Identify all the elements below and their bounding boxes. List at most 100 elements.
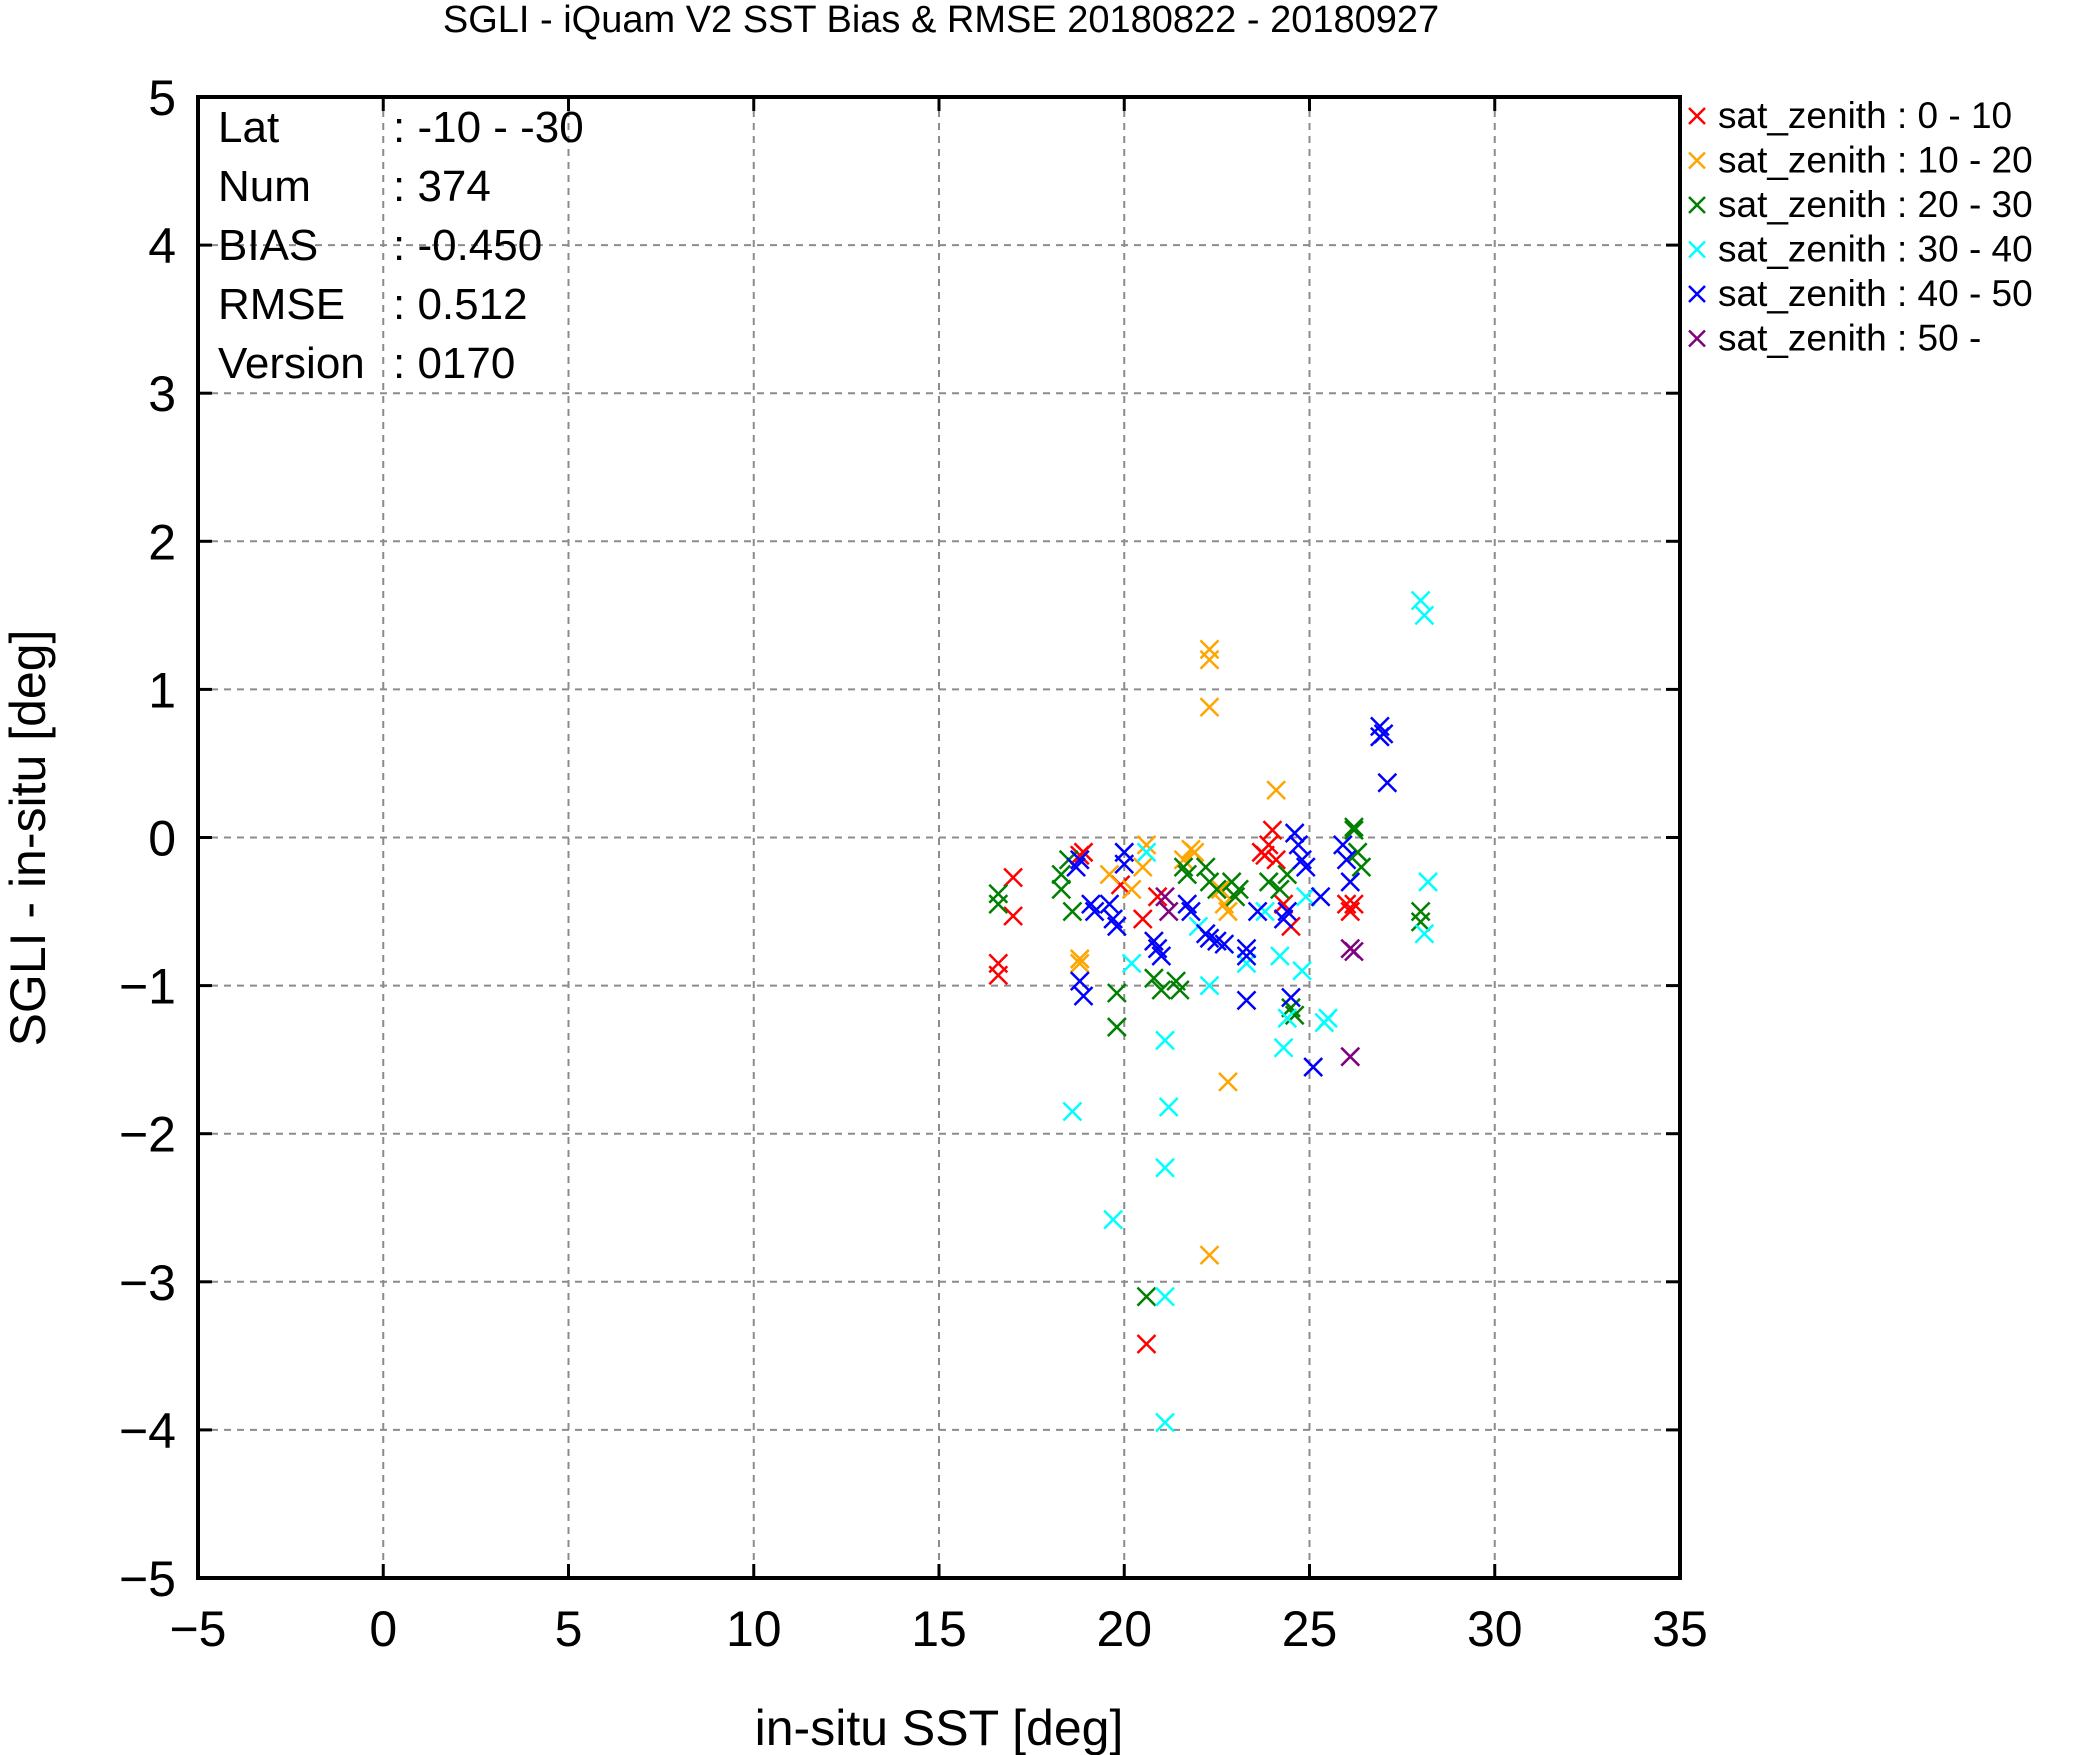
legend-entry: sat_zenith : 0 - 10 — [1718, 95, 2012, 136]
data-point — [1318, 1008, 1338, 1029]
data-point — [1144, 968, 1164, 989]
data-point — [1255, 901, 1275, 922]
stat-label-rmse: RMSE — [218, 280, 345, 329]
data-point — [1269, 946, 1290, 966]
data-point — [1199, 697, 1220, 718]
data-point — [1292, 960, 1312, 981]
data-point — [1003, 906, 1023, 926]
data-point — [1410, 590, 1431, 611]
data-point — [1136, 842, 1157, 863]
data-point — [1195, 857, 1216, 878]
data-point — [1069, 971, 1090, 992]
data-point — [1262, 820, 1283, 840]
data-point — [1199, 1245, 1220, 1266]
data-point — [1069, 953, 1090, 974]
legend-marker — [1688, 285, 1706, 303]
legend-entry: sat_zenith : 40 - 50 — [1718, 273, 2033, 314]
data-point — [1236, 990, 1257, 1011]
y-tick-label: −4 — [119, 1403, 176, 1459]
data-point — [1218, 901, 1238, 922]
data-point — [1344, 941, 1364, 962]
x-tick-marks: −5 0 5 10 15 20 25 30 35 — [169, 97, 1708, 1657]
data-point — [1114, 854, 1135, 875]
x-tick-label: 20 — [1096, 1601, 1152, 1657]
data-point — [1121, 879, 1142, 900]
data-point — [1132, 857, 1153, 878]
data-point — [1106, 916, 1127, 937]
y-tick-label: 3 — [148, 366, 176, 422]
data-point — [1414, 923, 1435, 944]
stat-label-version: Version — [218, 339, 365, 388]
stat-value-num: : 374 — [393, 162, 491, 211]
data-point — [1106, 1017, 1127, 1037]
data-point — [1199, 928, 1220, 949]
x-tick-label: 5 — [555, 1601, 583, 1657]
stat-value-rmse: : 0.512 — [393, 280, 528, 329]
data-point — [1158, 901, 1179, 922]
x-tick-label: 30 — [1467, 1601, 1523, 1657]
data-point — [1266, 780, 1287, 800]
data-point — [1147, 886, 1168, 907]
data-point — [1173, 849, 1194, 870]
data-point — [1277, 1008, 1298, 1029]
legend-marker — [1688, 329, 1706, 348]
data-point — [1218, 1071, 1238, 1092]
y-tick-label: 2 — [148, 514, 176, 570]
x-tick-label: 35 — [1652, 1601, 1708, 1657]
data-point — [1258, 872, 1279, 892]
data-point — [1106, 983, 1127, 1003]
grid-lines — [198, 97, 1680, 1578]
data-point — [1269, 879, 1290, 900]
stat-label-lat: Lat — [218, 103, 279, 152]
x-axis-label: in-situ SST [deg] — [755, 1700, 1124, 1755]
data-point — [1136, 1286, 1157, 1307]
data-point — [1051, 864, 1072, 885]
data-point — [1410, 912, 1431, 932]
data-point — [1169, 980, 1190, 1000]
data-point — [1199, 975, 1220, 996]
data-point — [1373, 723, 1394, 744]
data-point — [1410, 901, 1431, 922]
x-tick-label: 10 — [726, 1601, 782, 1657]
data-point — [1181, 901, 1201, 922]
data-point — [1099, 894, 1120, 915]
data-point — [1051, 879, 1072, 900]
legend-marker — [1688, 196, 1706, 214]
data-point — [1073, 986, 1094, 1006]
data-point — [1255, 845, 1275, 866]
data-point — [1136, 1334, 1157, 1354]
data-point — [1151, 946, 1172, 966]
y-tick-label: 4 — [148, 218, 176, 274]
legend-marker — [1688, 240, 1706, 259]
data-point — [1236, 953, 1257, 974]
data-point — [1236, 946, 1257, 966]
data-point — [988, 883, 1009, 904]
data-point — [1281, 987, 1301, 1008]
x-tick-label: 25 — [1282, 1601, 1338, 1657]
x-tick-label: 0 — [369, 1601, 397, 1657]
data-point — [1273, 1037, 1294, 1058]
data-point — [1121, 953, 1142, 974]
legend-marker — [1688, 151, 1706, 170]
data-point — [1151, 980, 1172, 1000]
y-tick-label: −2 — [119, 1107, 176, 1163]
stats-box: Lat : -10 - -30 Num : 374 BIAS : -0.450 … — [218, 103, 584, 388]
data-point — [1155, 1157, 1175, 1178]
legend-marker — [1688, 107, 1706, 125]
data-point — [1247, 901, 1268, 922]
data-point — [1277, 901, 1298, 922]
data-point — [1003, 867, 1023, 888]
data-point — [1069, 949, 1090, 969]
data-point — [1184, 842, 1205, 863]
y-tick-label: 1 — [148, 662, 176, 718]
y-tick-label: −1 — [119, 959, 176, 1015]
data-point — [1199, 649, 1220, 670]
data-point — [1155, 886, 1175, 907]
y-tick-label: 0 — [148, 811, 176, 867]
y-tick-marks: −5 −4 −3 −2 −1 0 1 2 3 4 5 — [119, 70, 1680, 1607]
data-point — [1336, 849, 1357, 870]
stat-value-version: : 0170 — [393, 339, 515, 388]
y-axis-label: SGLI - in-situ [deg] — [0, 630, 56, 1047]
x-tick-label: 15 — [911, 1601, 967, 1657]
